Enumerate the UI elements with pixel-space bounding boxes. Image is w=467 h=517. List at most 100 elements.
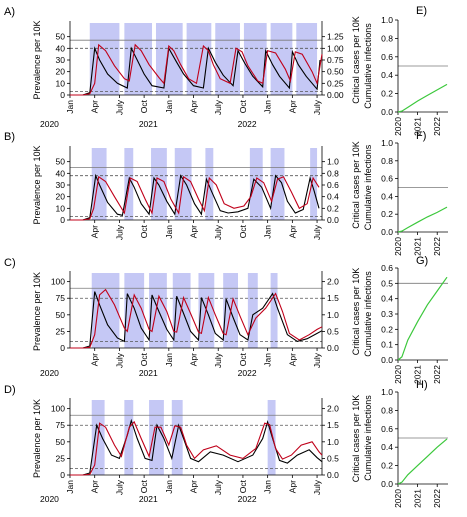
y2-tick-label: 2.0 bbox=[327, 277, 339, 287]
y-tick-label: 0 bbox=[60, 470, 65, 480]
panel-label: E) bbox=[416, 5, 427, 17]
y2-tick-label: 1.00 bbox=[327, 43, 344, 53]
x-tick-label: Jan bbox=[164, 100, 174, 114]
shaded-period bbox=[124, 273, 145, 348]
x-tick-label: Jan bbox=[263, 100, 273, 114]
y-tick-label: 0.4 bbox=[381, 191, 393, 201]
y-tick-label: 30 bbox=[56, 180, 66, 190]
x-tick-label: July bbox=[312, 99, 322, 115]
panel-label: D) bbox=[4, 384, 16, 396]
y2-axis-label: Critical cases per 10K bbox=[351, 16, 361, 104]
x-tick-label: Jan bbox=[164, 480, 174, 494]
y2-tick-label: 1.5 bbox=[327, 420, 339, 430]
x-tick-label: 2021 bbox=[413, 365, 423, 384]
shaded-period bbox=[149, 400, 164, 475]
x-tick-label: Oct bbox=[238, 352, 248, 366]
y-tick-label: 100 bbox=[51, 277, 65, 287]
y-tick-label: 0.8 bbox=[381, 405, 393, 415]
y-tick-label: 0.4 bbox=[381, 70, 393, 80]
x-tick-label: July bbox=[312, 352, 322, 368]
y-tick-label: 25 bbox=[56, 326, 66, 336]
shaded-period bbox=[124, 23, 153, 95]
x-tick-label: Jan bbox=[164, 353, 174, 367]
shaded-period bbox=[205, 148, 214, 220]
x-tick-label: 2021 bbox=[413, 117, 423, 136]
shaded-period bbox=[296, 23, 318, 95]
x-tick-label: 2022 bbox=[432, 237, 442, 256]
y-tick-label: 0.0 bbox=[381, 227, 393, 237]
x-tick-label: 2020 bbox=[393, 237, 403, 256]
panel-label: H) bbox=[416, 379, 428, 391]
y-tick-label: 0.6 bbox=[381, 52, 393, 62]
y2-tick-label: 0.4 bbox=[327, 192, 339, 202]
y-tick-label: 0 bbox=[60, 343, 65, 353]
x-tick-label: July bbox=[312, 224, 322, 240]
x-tick-label: Apr bbox=[287, 100, 297, 113]
y-tick-label: 0.6 bbox=[381, 424, 393, 434]
x-tick-label: Oct bbox=[139, 224, 149, 238]
y-tick-label: 0.8 bbox=[381, 33, 393, 43]
x-tick-label: Apr bbox=[287, 353, 297, 366]
y-tick-label: 0.2 bbox=[381, 324, 393, 334]
y-tick-label: 20 bbox=[56, 67, 66, 77]
y2-tick-label: 1.5 bbox=[327, 293, 339, 303]
x-tick-label: Jan bbox=[263, 225, 273, 239]
y2-tick-label: 0.00 bbox=[327, 90, 344, 100]
y-tick-label: 100 bbox=[51, 404, 65, 414]
x-tick-label: 2021 bbox=[413, 489, 423, 508]
x-tick-label: Jan bbox=[263, 353, 273, 367]
y-axis-label: Prevalence per 10K bbox=[32, 20, 42, 99]
x-tick-label: Jan bbox=[65, 100, 75, 114]
shaded-period bbox=[155, 23, 183, 95]
series-line-black bbox=[70, 46, 321, 96]
shaded-period bbox=[215, 23, 240, 95]
x-tick-label: Apr bbox=[90, 480, 100, 493]
y-tick-label: 0 bbox=[60, 90, 65, 100]
y-tick-label: 0.6 bbox=[381, 174, 393, 184]
x-tick-label: Oct bbox=[238, 99, 248, 113]
y-tick-label: 0.8 bbox=[381, 156, 393, 166]
y-tick-label: 0.4 bbox=[381, 442, 393, 452]
y2-tick-label: 0.8 bbox=[327, 168, 339, 178]
y-tick-label: 50 bbox=[56, 310, 66, 320]
series-line-red bbox=[70, 420, 323, 476]
cumulative-line bbox=[397, 83, 448, 113]
panel-label: A) bbox=[4, 6, 15, 18]
y2-tick-label: 0.0 bbox=[327, 470, 339, 480]
x-tick-label: Apr bbox=[189, 353, 199, 366]
x-tick-label: 2020 bbox=[393, 117, 403, 136]
x-tick-label: Apr bbox=[90, 353, 100, 366]
x-tick-label: Jan bbox=[164, 225, 174, 239]
year-label: 2022 bbox=[238, 119, 257, 129]
y-tick-label: 0.3 bbox=[381, 309, 393, 319]
y-axis-label: Prevalence per 10K bbox=[32, 145, 42, 224]
x-tick-label: July bbox=[213, 224, 223, 240]
x-tick-label: Jan bbox=[263, 480, 273, 494]
y-axis-label: Cumulative infections bbox=[363, 271, 373, 357]
y-tick-label: 1.0 bbox=[381, 138, 393, 148]
shaded-period bbox=[124, 400, 134, 475]
x-tick-label: July bbox=[114, 352, 124, 368]
shaded-period bbox=[310, 148, 318, 220]
y-tick-label: 0.2 bbox=[381, 461, 393, 471]
y2-tick-label: 0.6 bbox=[327, 180, 339, 190]
shaded-period bbox=[243, 23, 267, 95]
panel-label: B) bbox=[4, 131, 15, 143]
y2-tick-label: 0.50 bbox=[327, 67, 344, 77]
cumulative-line bbox=[397, 206, 448, 233]
y2-tick-label: 0.0 bbox=[327, 215, 339, 225]
y-axis-label: Cumulative infections bbox=[363, 23, 373, 109]
y2-tick-label: 0.75 bbox=[327, 55, 344, 65]
year-label: 2020 bbox=[40, 368, 59, 378]
x-tick-label: 2020 bbox=[393, 489, 403, 508]
y-tick-label: 0.2 bbox=[381, 89, 393, 99]
y-tick-label: 75 bbox=[56, 420, 66, 430]
y-axis-label: Prevalence per 10K bbox=[32, 399, 42, 478]
cumulative-line bbox=[397, 438, 448, 485]
series-line-red bbox=[70, 175, 320, 221]
y-tick-label: 50 bbox=[56, 157, 66, 167]
x-tick-label: Oct bbox=[139, 352, 149, 366]
series-line-red bbox=[70, 43, 323, 96]
y-tick-label: 1.0 bbox=[381, 387, 393, 397]
shaded-period bbox=[270, 273, 278, 348]
